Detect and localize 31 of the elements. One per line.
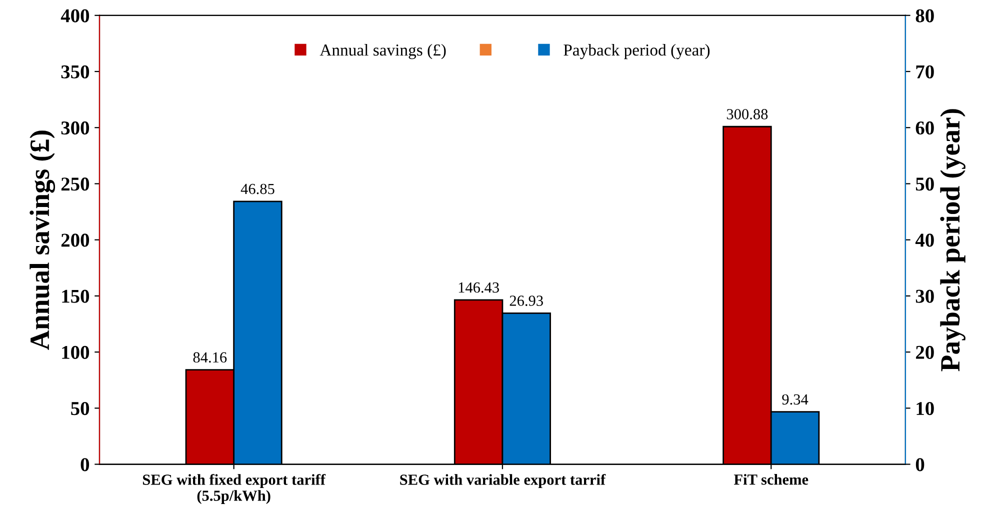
y-tick-label: 50 (71, 402, 90, 416)
y-tick-label: 350 (61, 65, 90, 78)
y2-tick-label: 60 (916, 121, 934, 135)
data-label: 84.16 (193, 352, 227, 363)
y-axis-title: Annual savings (£) (30, 130, 56, 350)
y2-tick-label: 80 (916, 9, 934, 22)
data-label: 46.85 (240, 184, 274, 194)
y2-tick-label: 0 (916, 458, 924, 472)
y2-tick-label: 40 (915, 234, 934, 247)
y-tick-label: 200 (61, 234, 90, 247)
data-label: 300.88 (726, 109, 768, 120)
y2-tick-label: 10 (916, 402, 934, 416)
data-label: 146.43 (458, 282, 499, 293)
y-tick-label: 300 (61, 121, 90, 135)
x-tick-label: SEG with variable export tarrif (400, 474, 606, 488)
y2-tick-label: 30 (916, 290, 934, 303)
x-tick-label: SEG with fixed export tariff (5.5p/kWh) (142, 474, 326, 504)
y2-axis-title: Payback period (year) (940, 109, 966, 372)
data-label: 26.93 (510, 296, 543, 306)
y-tick-label: 150 (62, 290, 90, 303)
y-tick-label: 250 (61, 178, 90, 191)
x-tick-label: FiT scheme (734, 474, 808, 485)
y-tick-label: 0 (80, 458, 90, 472)
data-label: 9.34 (782, 394, 808, 405)
y2-tick-label: 20 (916, 346, 934, 359)
y-tick-label: 100 (62, 346, 90, 359)
y-tick-label: 400 (60, 9, 90, 22)
legend-label: Annual savings (£) (320, 44, 446, 60)
y2-tick-label: 70 (916, 65, 934, 78)
legend-label: Payback period (year) (564, 44, 710, 60)
y2-tick-label: 50 (916, 178, 934, 191)
